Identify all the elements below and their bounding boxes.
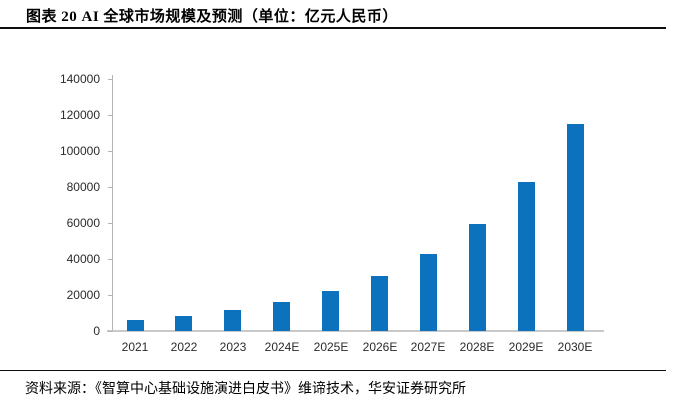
title-rule bbox=[0, 27, 666, 29]
x-axis-label: 2023 bbox=[219, 340, 247, 354]
bar-2026E bbox=[371, 276, 388, 331]
y-axis-tick bbox=[108, 151, 113, 152]
bar-2022 bbox=[175, 316, 192, 331]
bar-2025E bbox=[322, 291, 339, 331]
y-axis-tick bbox=[108, 79, 113, 80]
bar-2024E bbox=[273, 302, 290, 331]
y-axis-label: 80000 bbox=[66, 180, 100, 194]
source-rule bbox=[0, 370, 666, 371]
y-axis-label: 100000 bbox=[59, 144, 100, 158]
x-axis-label: 2030E bbox=[557, 340, 593, 354]
y-axis-tick bbox=[108, 295, 113, 296]
y-axis-line bbox=[112, 75, 113, 331]
bar-2023 bbox=[224, 310, 241, 331]
bar-2028E bbox=[469, 224, 486, 331]
y-axis-label: 120000 bbox=[59, 108, 100, 122]
y-axis-label: 0 bbox=[93, 324, 100, 338]
y-axis-label: 20000 bbox=[66, 288, 100, 302]
x-axis-label: 2025E bbox=[313, 340, 349, 354]
figure-title: 图表 20 AI 全球市场规模及预测（单位：亿元人民币） bbox=[26, 9, 398, 25]
bar-2030E bbox=[567, 124, 584, 331]
x-axis-label: 2027E bbox=[410, 340, 446, 354]
y-axis-tick bbox=[108, 259, 113, 260]
bar-2027E bbox=[420, 254, 437, 331]
x-axis-label: 2024E bbox=[264, 340, 300, 354]
bar-2029E bbox=[518, 182, 535, 331]
y-axis-tick bbox=[108, 331, 113, 332]
source-text: 资料来源：《智算中心基础设施演进白皮书》维谛技术，华安证券研究所 bbox=[25, 382, 466, 397]
y-axis-label: 60000 bbox=[66, 216, 100, 230]
bar-2021 bbox=[127, 320, 144, 331]
y-axis-tick bbox=[108, 187, 113, 188]
y-axis-tick bbox=[108, 115, 113, 116]
y-axis-label: 40000 bbox=[66, 252, 100, 266]
x-axis-label: 2022 bbox=[170, 340, 198, 354]
x-axis-label: 2028E bbox=[459, 340, 495, 354]
y-axis-tick bbox=[108, 223, 113, 224]
y-axis-label: 140000 bbox=[59, 72, 100, 86]
x-axis-label: 2021 bbox=[121, 340, 149, 354]
x-axis-label: 2029E bbox=[508, 340, 544, 354]
x-axis-line bbox=[107, 330, 604, 332]
x-axis-label: 2026E bbox=[362, 340, 398, 354]
